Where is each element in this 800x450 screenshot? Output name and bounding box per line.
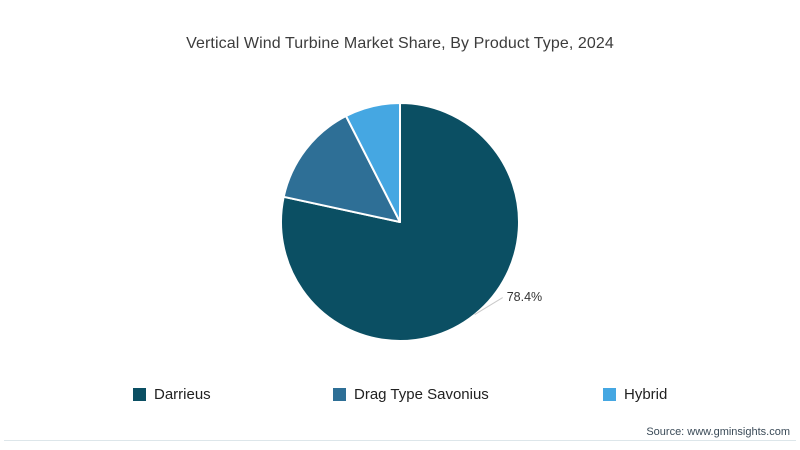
legend-item-hybrid[interactable]: Hybrid xyxy=(603,386,667,403)
footer-divider xyxy=(4,440,796,441)
legend-item-drag-type-savonius[interactable]: Drag Type Savonius xyxy=(333,386,489,403)
legend-item-darrieus[interactable]: Darrieus xyxy=(133,386,211,403)
source-attribution: Source: www.gminsights.com xyxy=(646,426,790,438)
legend-label-drag-type-savonius: Drag Type Savonius xyxy=(354,386,489,403)
chart-title: Vertical Wind Turbine Market Share, By P… xyxy=(186,35,614,52)
legend-marker-hybrid xyxy=(603,388,616,401)
legend-label-darrieus: Darrieus xyxy=(154,386,211,403)
legend-marker-drag-type-savonius xyxy=(333,388,346,401)
pie-slice-hybrid[interactable] xyxy=(345,102,401,223)
data-label-connector xyxy=(474,297,503,316)
pie-slice-darrieus[interactable] xyxy=(280,102,520,342)
pie-data-label: 78.4% xyxy=(507,290,542,304)
legend-label-hybrid: Hybrid xyxy=(624,386,668,403)
pie-slice-drag-type-savonius[interactable] xyxy=(282,115,401,223)
legend-marker-darrieus xyxy=(133,388,146,401)
